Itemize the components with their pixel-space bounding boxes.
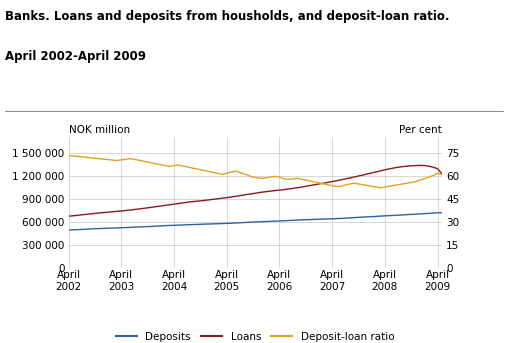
Legend: Deposits, Loans, Deposit-loan ratio: Deposits, Loans, Deposit-loan ratio (112, 328, 398, 343)
Text: Per cent: Per cent (399, 126, 442, 135)
Text: Banks. Loans and deposits from housholds, and deposit-loan ratio.: Banks. Loans and deposits from housholds… (5, 10, 450, 23)
Text: April 2002-April 2009: April 2002-April 2009 (5, 50, 146, 63)
Text: NOK million: NOK million (69, 126, 130, 135)
